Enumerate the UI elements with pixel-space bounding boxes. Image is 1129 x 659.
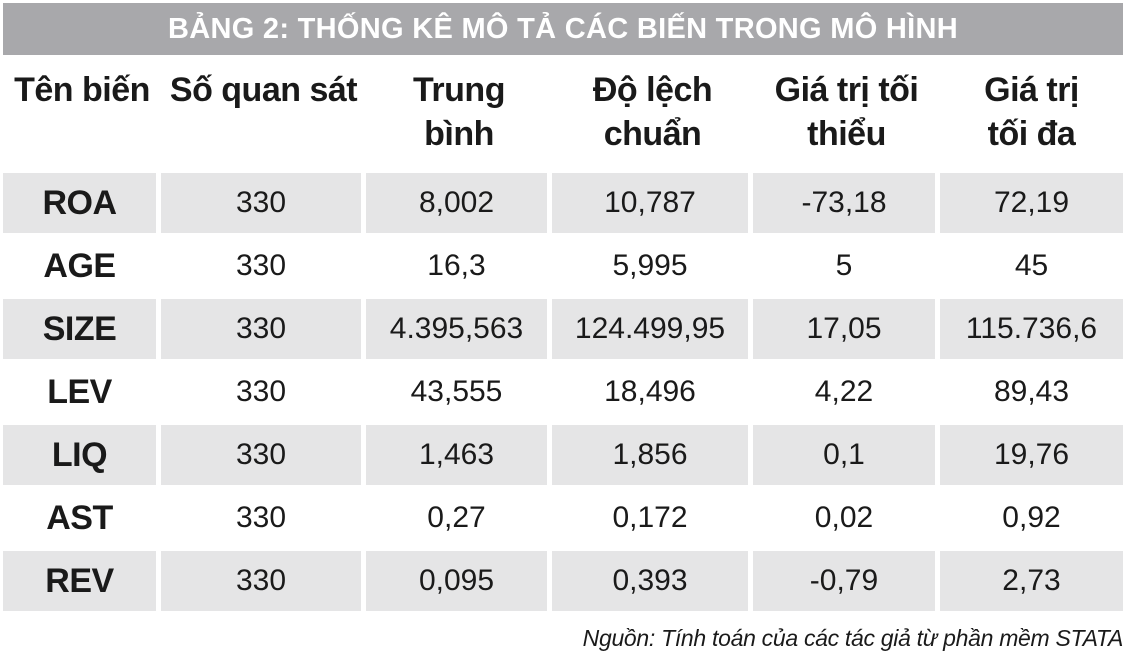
statistics-table-container: BẢNG 2: THỐNG KÊ MÔ TẢ CÁC BIẾN TRONG MÔ… [3,3,1123,614]
std-dev-cell: 10,787 [552,173,753,236]
minimum-cell: 0,1 [753,425,940,488]
observations-cell: 330 [161,299,366,362]
maximum-cell: 72,19 [940,173,1123,236]
maximum-cell: 89,43 [940,362,1123,425]
table-row: AST 330 0,27 0,172 0,02 0,92 [3,488,1123,551]
std-dev-cell: 0,172 [552,488,753,551]
std-dev-cell: 1,856 [552,425,753,488]
std-dev-cell: 124.499,95 [552,299,753,362]
maximum-cell: 45 [940,236,1123,299]
table-row: LIQ 330 1,463 1,856 0,1 19,76 [3,425,1123,488]
column-header-observations: Số quan sát [169,71,358,109]
maximum-cell: 0,92 [940,488,1123,551]
table-title: BẢNG 2: THỐNG KÊ MÔ TẢ CÁC BIẾN TRONG MÔ… [3,3,1123,55]
source-note: Nguồn: Tính toán của các tác giả từ phần… [582,625,1124,651]
maximum-cell: 115.736,6 [940,299,1123,362]
observations-cell: 330 [161,236,366,299]
variable-name-cell: REV [3,551,161,614]
column-header-std-dev: Độ lệch chuẩn [592,71,713,153]
std-dev-cell: 5,995 [552,236,753,299]
variable-name-cell: LEV [3,362,161,425]
table-header-row: Tên biến Số quan sát Trung bình Độ lệch … [3,55,1123,173]
minimum-cell: -0,79 [753,551,940,614]
variable-name-cell: ROA [3,173,161,236]
minimum-cell: 17,05 [753,299,940,362]
minimum-cell: 5 [753,236,940,299]
minimum-cell: -73,18 [753,173,940,236]
minimum-cell: 0,02 [753,488,940,551]
table-row: SIZE 330 4.395,563 124.499,95 17,05 115.… [3,299,1123,362]
table-row: REV 330 0,095 0,393 -0,79 2,73 [3,551,1123,614]
variable-name-cell: AST [3,488,161,551]
mean-cell: 16,3 [366,236,552,299]
mean-cell: 43,555 [366,362,552,425]
variable-name-cell: SIZE [3,299,161,362]
observations-cell: 330 [161,488,366,551]
observations-cell: 330 [161,551,366,614]
minimum-cell: 4,22 [753,362,940,425]
std-dev-cell: 0,393 [552,551,753,614]
variable-name-cell: AGE [3,236,161,299]
maximum-cell: 19,76 [940,425,1123,488]
table-row: LEV 330 43,555 18,496 4,22 89,43 [3,362,1123,425]
mean-cell: 0,095 [366,551,552,614]
column-header-minimum: Giá trị tối thiểu [774,71,919,153]
column-header-maximum: Giá trị tối đa [984,71,1079,153]
mean-cell: 4.395,563 [366,299,552,362]
mean-cell: 0,27 [366,488,552,551]
observations-cell: 330 [161,173,366,236]
mean-cell: 1,463 [366,425,552,488]
maximum-cell: 2,73 [940,551,1123,614]
mean-cell: 8,002 [366,173,552,236]
descriptive-statistics-table: Tên biến Số quan sát Trung bình Độ lệch … [3,55,1123,614]
column-header-variable-name: Tên biến [14,71,150,109]
table-row: ROA 330 8,002 10,787 -73,18 72,19 [3,173,1123,236]
std-dev-cell: 18,496 [552,362,753,425]
observations-cell: 330 [161,425,366,488]
table-row: AGE 330 16,3 5,995 5 45 [3,236,1123,299]
observations-cell: 330 [161,362,366,425]
column-header-mean: Trung bình [413,71,505,153]
variable-name-cell: LIQ [3,425,161,488]
